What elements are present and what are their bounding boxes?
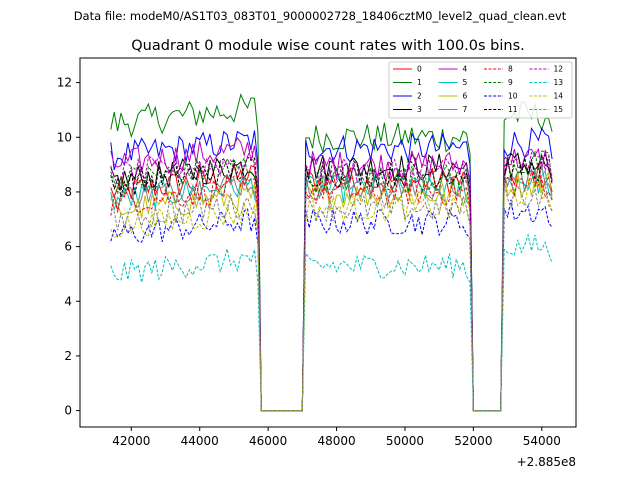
x-offset-label: +2.885e8 bbox=[517, 455, 576, 469]
axes-frame bbox=[79, 57, 577, 428]
legend-label-14: 14 bbox=[554, 92, 564, 101]
legend-label-1: 1 bbox=[417, 78, 422, 87]
legend-label-15: 15 bbox=[554, 105, 564, 114]
y-tick-label: 2 bbox=[64, 349, 72, 363]
y-axis: 0 2 4 6 8 10 12 bbox=[57, 76, 80, 418]
legend-label-0: 0 bbox=[417, 65, 422, 74]
legend-label-6: 6 bbox=[463, 92, 468, 101]
legend-label-8: 8 bbox=[508, 65, 513, 74]
series-line-15 bbox=[110, 182, 553, 412]
legend-label-4: 4 bbox=[463, 65, 468, 74]
series-line-6 bbox=[110, 171, 553, 412]
x-tick-label: 44000 bbox=[181, 434, 219, 448]
x-tick-label: 54000 bbox=[523, 434, 561, 448]
legend-label-9: 9 bbox=[508, 78, 513, 87]
series-line-2 bbox=[110, 127, 553, 412]
x-tick-label: 46000 bbox=[249, 434, 287, 448]
legend-label-10: 10 bbox=[508, 92, 518, 101]
series-line-9 bbox=[110, 150, 553, 412]
legend-label-13: 13 bbox=[554, 78, 564, 87]
legend-label-7: 7 bbox=[463, 105, 468, 114]
series-line-14 bbox=[110, 180, 553, 412]
y-tick-label: 6 bbox=[64, 240, 72, 254]
series-line-12 bbox=[110, 146, 553, 412]
chart-title: Quadrant 0 module wise count rates with … bbox=[131, 38, 525, 54]
series-line-11 bbox=[110, 152, 553, 412]
x-tick-label: 50000 bbox=[386, 434, 424, 448]
series-line-13 bbox=[110, 233, 553, 412]
legend-label-12: 12 bbox=[554, 65, 564, 74]
y-tick-label: 10 bbox=[57, 130, 72, 144]
series-line-4 bbox=[110, 137, 553, 412]
x-axis: 42000 44000 46000 48000 50000 52000 54000 bbox=[112, 427, 561, 448]
legend-label-11: 11 bbox=[508, 105, 518, 114]
figure-suptitle: Data file: modeM0/AS1T03_083T01_90000027… bbox=[74, 9, 567, 23]
y-tick-label: 8 bbox=[64, 185, 72, 199]
legend-label-3: 3 bbox=[417, 105, 422, 114]
legend-box bbox=[388, 61, 573, 119]
y-tick-label: 12 bbox=[57, 76, 72, 90]
legend-label-2: 2 bbox=[417, 92, 422, 101]
series-lines bbox=[110, 93, 553, 412]
y-tick-label: 4 bbox=[64, 294, 72, 308]
y-tick-label: 0 bbox=[64, 404, 72, 418]
legend-label-5: 5 bbox=[463, 78, 468, 87]
x-tick-label: 52000 bbox=[454, 434, 492, 448]
series-line-8 bbox=[110, 170, 553, 412]
x-tick-label: 42000 bbox=[112, 434, 150, 448]
x-tick-label: 48000 bbox=[317, 434, 355, 448]
